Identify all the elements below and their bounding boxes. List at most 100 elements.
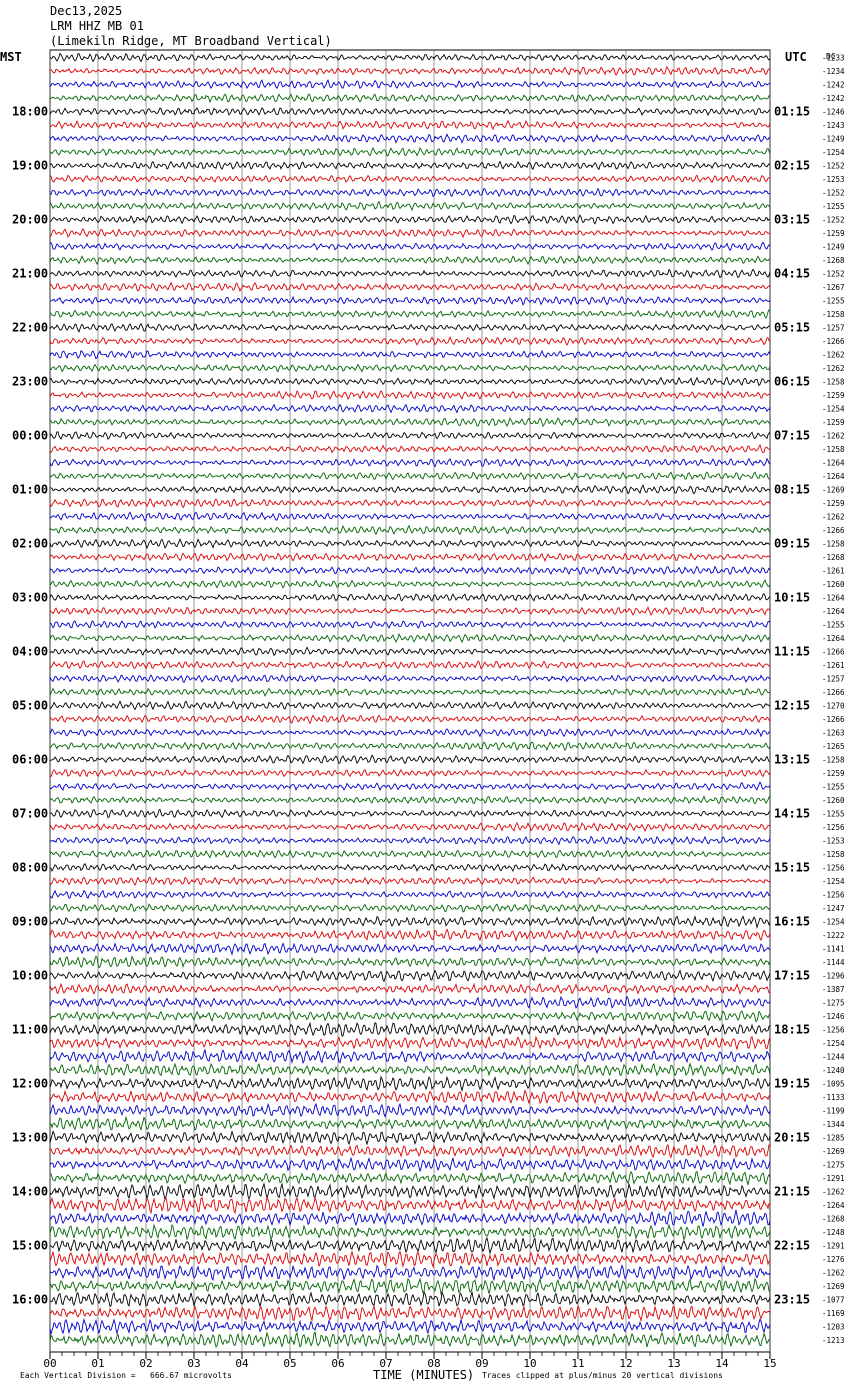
left-hour-label: 16:00: [12, 1293, 48, 1307]
dc-offset-label: -1233: [822, 54, 845, 63]
dc-offset-label: -1262: [822, 364, 845, 373]
right-hour-label: 21:15: [774, 1185, 810, 1199]
trace-line: [49, 620, 771, 630]
trace-line: [49, 1075, 771, 1092]
trace-line: [49, 146, 771, 157]
dc-offset-label: -1234: [822, 67, 845, 76]
trace-line: [49, 431, 771, 441]
dc-offset-label: -1255: [822, 621, 845, 630]
dc-offset-label: -1262: [822, 432, 845, 441]
right-hour-label: 14:15: [774, 807, 810, 821]
x-tick-label: 11: [571, 1357, 584, 1370]
right-hour-label: 22:15: [774, 1239, 810, 1253]
dc-offset-label: -1269: [822, 486, 845, 495]
trace-line: [49, 281, 771, 293]
trace-line: [49, 714, 771, 725]
dc-offset-label: -1259: [822, 769, 845, 778]
trace-line: [49, 821, 771, 833]
dc-offset-label: -1256: [822, 864, 845, 873]
dc-offset-label: -1240: [822, 1066, 845, 1075]
trace-line: [49, 322, 771, 333]
trace-line: [49, 309, 771, 319]
trace-line: [49, 511, 771, 522]
dc-offset-label: -1249: [822, 135, 845, 144]
trace-line: [49, 606, 771, 617]
trace-line: [49, 660, 771, 670]
trace-line: [49, 484, 771, 495]
trace-line: [49, 942, 771, 956]
trace-line: [49, 835, 771, 846]
right-hour-label: 09:15: [774, 537, 810, 551]
dc-offset-label: -1257: [822, 675, 845, 684]
trace-line: [49, 928, 771, 943]
trace-line: [49, 363, 771, 373]
right-timezone-label: UTC: [785, 50, 807, 64]
trace-line: [49, 1062, 771, 1077]
dc-offset-label: -1275: [822, 999, 845, 1008]
left-hour-label: 04:00: [12, 645, 48, 659]
x-tick-label: 12: [619, 1357, 632, 1370]
trace-line: [49, 849, 771, 859]
left-hour-label: 05:00: [12, 699, 48, 713]
trace-line: [49, 471, 771, 481]
left-hour-label: 18:00: [12, 105, 48, 119]
dc-offset-label: -1255: [822, 297, 845, 306]
trace-line: [49, 390, 771, 401]
left-hour-label: 06:00: [12, 753, 48, 767]
dc-offset-label: -1133: [822, 1093, 845, 1102]
trace-line: [49, 808, 771, 819]
dc-offset-label: -1256: [822, 891, 845, 900]
dc-offset-label: -1275: [822, 1161, 845, 1170]
trace-line: [49, 876, 771, 886]
x-tick-label: 13: [667, 1357, 680, 1370]
x-tick-label: 08: [427, 1357, 440, 1370]
dc-offset-label: -1264: [822, 607, 845, 616]
trace-line: [49, 443, 771, 454]
trace-line: [49, 241, 771, 252]
trace-line: [49, 592, 771, 602]
dc-offset-label: -1264: [822, 472, 845, 481]
dc-offset-label: -1255: [822, 810, 845, 819]
left-hour-label: 21:00: [12, 267, 48, 281]
trace-line: [49, 1170, 771, 1186]
dc-offset-label: -1265: [822, 742, 845, 751]
station-code: LRM HHZ MB 01: [50, 19, 144, 33]
trace-line: [49, 889, 771, 900]
trace-line: [49, 1102, 771, 1118]
trace-line: [49, 1223, 771, 1242]
trace-line: [49, 228, 771, 239]
dc-offset-label: -1296: [822, 972, 845, 981]
dc-offset-label: -1144: [822, 958, 845, 967]
trace-line: [49, 632, 771, 644]
trace-line: [50, 1304, 771, 1323]
station-location: (Limekiln Ridge, MT Broadband Vertical): [50, 34, 332, 48]
trace-line: [49, 1209, 771, 1227]
trace-line: [49, 52, 771, 63]
dc-offset-label: -1249: [822, 243, 845, 252]
dc-offset-label: -1246: [822, 1012, 845, 1021]
dc-offset-label: -1242: [822, 81, 845, 90]
trace-line: [49, 524, 771, 536]
trace-line: [49, 160, 771, 171]
dc-offset-label: -1095: [822, 1080, 845, 1089]
x-tick-label: 06: [331, 1357, 344, 1370]
dc-offset-label: -1291: [822, 1174, 845, 1183]
dc-offset-label: -1266: [822, 688, 845, 697]
dc-offset-label: -1267: [822, 283, 845, 292]
right-hour-label: 06:15: [774, 375, 810, 389]
x-tick-label: 15: [763, 1357, 776, 1370]
dc-offset-label: -1199: [822, 1107, 845, 1116]
left-hour-label: 08:00: [12, 861, 48, 875]
trace-line: [49, 687, 771, 697]
trace-line: [49, 187, 771, 198]
dc-offset-label: -1270: [822, 702, 845, 711]
dc-offset-label: -1268: [822, 256, 845, 265]
trace-line: [49, 863, 771, 873]
left-hour-label: 20:00: [12, 213, 48, 227]
dc-offset-label: -1260: [822, 580, 845, 589]
dc-offset-label: -1242: [822, 94, 845, 103]
trace-line: [49, 781, 771, 792]
x-tick-label: 07: [379, 1357, 392, 1370]
x-tick-label: 02: [139, 1357, 152, 1370]
